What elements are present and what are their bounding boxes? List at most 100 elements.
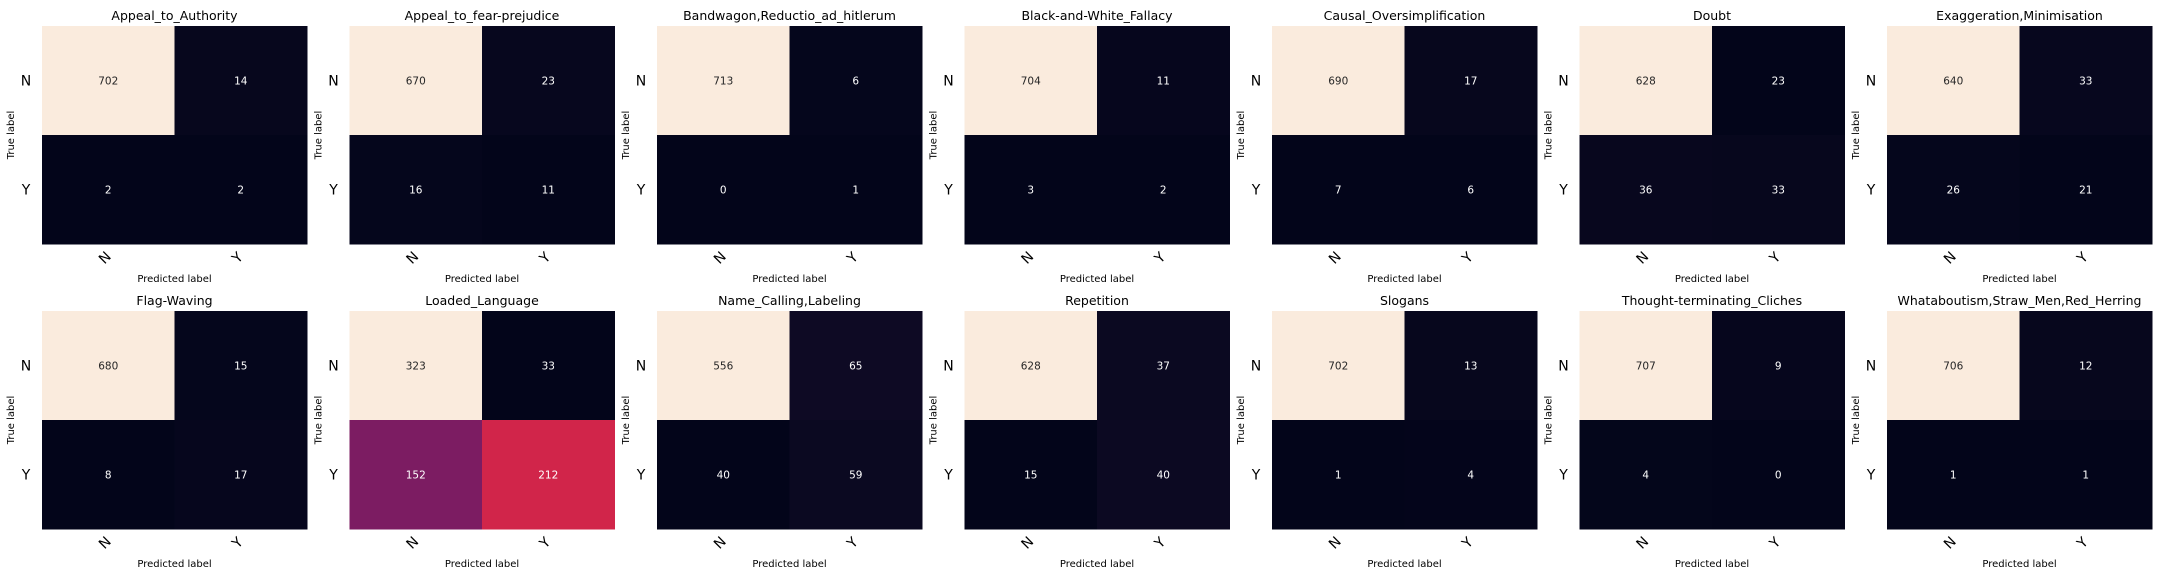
- y-axis-label: True label: [1544, 396, 1555, 446]
- cell-value-label: 16: [409, 185, 423, 197]
- cell-value-label: 323: [406, 361, 426, 373]
- cell-value-label: 3: [1027, 185, 1034, 197]
- heatmap-cell: [1404, 26, 1538, 136]
- heatmap-cell: [964, 135, 1098, 245]
- y-tick-label: Y: [328, 183, 338, 199]
- cell-value-label: 1: [2082, 470, 2089, 482]
- y-axis-label: True label: [6, 396, 17, 446]
- x-tick-label: N: [1019, 534, 1038, 553]
- x-tick-label: Y: [1766, 534, 1784, 552]
- cell-value-label: 12: [2079, 361, 2092, 373]
- cell-value-label: 713: [713, 76, 733, 88]
- x-tick-label: Y: [844, 534, 862, 552]
- cell-value-label: 152: [406, 470, 426, 482]
- y-tick-label: N: [21, 74, 31, 90]
- y-axis-label: True label: [929, 396, 940, 446]
- heatmap-cell: [42, 26, 175, 136]
- heatmap-cell: [964, 311, 1098, 421]
- x-tick-label: N: [1326, 534, 1345, 553]
- cell-value-label: 15: [1024, 470, 1037, 482]
- y-tick-label: N: [1866, 74, 1876, 90]
- heatmap-cell: [964, 26, 1098, 136]
- y-axis-label: True label: [621, 111, 632, 161]
- heatmap-cell: [2019, 311, 2153, 421]
- x-tick-label: Y: [1459, 249, 1477, 267]
- heatmap-cell: [1712, 420, 1845, 530]
- x-axis-label: Predicted label: [1675, 559, 1749, 570]
- x-tick-label: N: [711, 534, 730, 553]
- cell-value-label: 40: [717, 470, 730, 482]
- y-axis-label: True label: [6, 111, 17, 161]
- heatmap-cell: [1712, 311, 1845, 421]
- x-tick-label: Y: [2074, 534, 2092, 552]
- heatmap-cell: [349, 420, 483, 530]
- y-axis-label: True label: [314, 396, 325, 446]
- x-tick-label: N: [404, 534, 423, 553]
- cell-value-label: 9: [1775, 361, 1782, 373]
- x-tick-label: N: [1941, 249, 1960, 268]
- x-tick-label: N: [1941, 534, 1960, 553]
- heatmap-cell: [1272, 135, 1405, 245]
- heatmap-cell: [349, 135, 483, 245]
- x-tick-label: N: [1019, 249, 1038, 268]
- cell-value-label: 2: [1160, 185, 1167, 197]
- panel-title: Appeal_to_Authority: [111, 8, 238, 23]
- heatmap-cell: [1887, 420, 2020, 530]
- panel-title: Slogans: [1380, 293, 1429, 308]
- x-tick-label: N: [404, 249, 423, 268]
- y-tick-label: Y: [1866, 183, 1876, 199]
- heatmap-cell: [174, 420, 308, 530]
- x-tick-label: N: [711, 249, 730, 268]
- y-tick-label: N: [943, 359, 953, 375]
- x-tick-label: Y: [1459, 534, 1477, 552]
- x-tick-label: N: [96, 249, 115, 268]
- panel-title: Loaded_Language: [425, 293, 539, 308]
- heatmap-cell: [42, 135, 175, 245]
- x-tick-label: N: [1634, 249, 1653, 268]
- x-axis-label: Predicted label: [1982, 274, 2056, 285]
- cell-value-label: 1: [1950, 470, 1957, 482]
- cell-value-label: 17: [1464, 76, 1477, 88]
- x-tick-label: Y: [536, 534, 554, 552]
- y-axis-label: True label: [314, 111, 325, 161]
- x-axis-label: Predicted label: [445, 559, 519, 570]
- cell-value-label: 2: [237, 185, 244, 197]
- cell-value-label: 707: [1636, 361, 1656, 373]
- panel-title: Whataboutism,Straw_Men,Red_Herring: [1897, 293, 2141, 308]
- cell-value-label: 23: [542, 76, 555, 88]
- heatmap-cell: [349, 26, 483, 136]
- cell-value-label: 8: [105, 470, 112, 482]
- x-tick-label: N: [1326, 249, 1345, 268]
- cell-value-label: 0: [720, 185, 727, 197]
- heatmap-cell: [1097, 420, 1230, 530]
- x-tick-label: N: [1634, 534, 1653, 553]
- cell-value-label: 15: [234, 361, 247, 373]
- x-tick-label: Y: [1766, 249, 1784, 267]
- heatmap-cell: [1712, 26, 1845, 136]
- cell-value-label: 21: [2079, 185, 2092, 197]
- y-tick-label: N: [636, 74, 646, 90]
- heatmap-cell: [1579, 135, 1713, 245]
- heatmap-cell: [789, 420, 923, 530]
- heatmap-cell: [1404, 420, 1538, 530]
- heatmap-cell: [1272, 311, 1405, 421]
- cell-value-label: 702: [98, 76, 118, 88]
- panel-title: Exaggeration,Minimisation: [1936, 8, 2103, 23]
- heatmap-cell: [964, 420, 1098, 530]
- cell-value-label: 33: [1772, 185, 1785, 197]
- heatmap-cell: [2019, 26, 2153, 136]
- cell-value-label: 706: [1943, 361, 1963, 373]
- cell-value-label: 33: [542, 361, 555, 373]
- x-axis-label: Predicted label: [1367, 274, 1441, 285]
- heatmap-cell: [657, 26, 790, 136]
- y-tick-label: Y: [328, 468, 338, 484]
- cell-value-label: 11: [542, 185, 555, 197]
- heatmap-cell: [1097, 135, 1230, 245]
- heatmap-cell: [1272, 26, 1405, 136]
- cell-value-label: 65: [849, 361, 862, 373]
- y-tick-label: Y: [636, 183, 646, 199]
- y-tick-label: N: [943, 74, 953, 90]
- y-axis-label: True label: [621, 396, 632, 446]
- heatmap-cell: [1712, 135, 1845, 245]
- y-tick-label: N: [636, 359, 646, 375]
